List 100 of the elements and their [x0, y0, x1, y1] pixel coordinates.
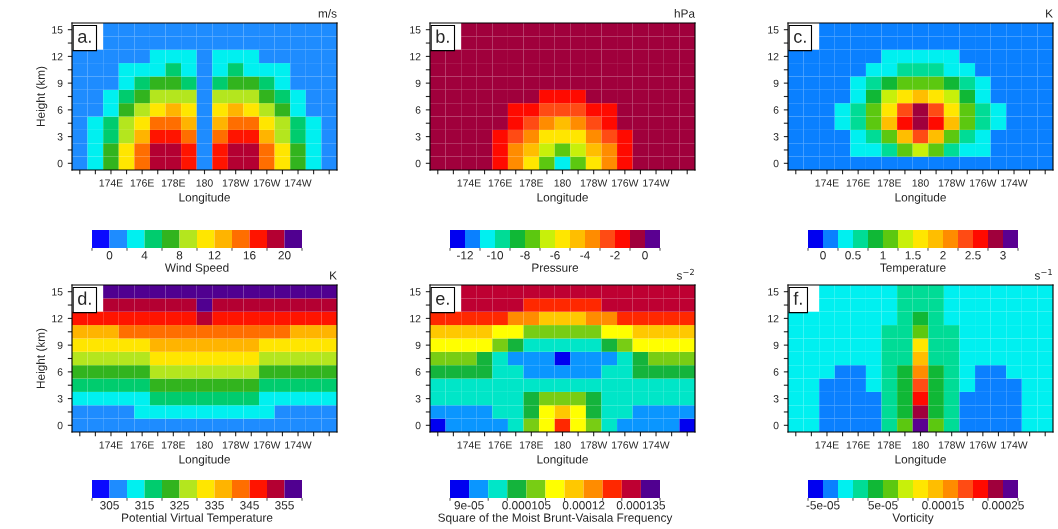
x-tick-label: 180	[196, 441, 213, 449]
color-bar-label: 2	[940, 251, 946, 260]
chart-title: f.	[793, 291, 802, 305]
x-tick-label: 178E	[519, 179, 544, 187]
y-tick-label: 9	[773, 79, 779, 88]
y-tick-label: 6	[415, 368, 421, 376]
chart-title: d.	[78, 291, 91, 305]
y-tick-label: 3	[415, 395, 421, 403]
color-bar-title: Vorticity	[892, 513, 934, 525]
x-axis-title: Longitude	[179, 454, 230, 466]
x-tick-label: 176E	[130, 441, 154, 449]
y-tick-label: 6	[415, 106, 421, 114]
color-bar-label: 0.000105	[502, 501, 551, 510]
color-bar-label: 315	[135, 501, 154, 510]
x-tick-label: 180	[196, 179, 213, 187]
y-tick-label: 15	[768, 288, 779, 296]
y-tick-label: 6	[773, 106, 779, 114]
color-bar-label: -2	[610, 251, 620, 260]
color-bar-label: 305	[100, 501, 119, 510]
x-tick-label: 174W	[643, 441, 670, 449]
chart-title: a.	[78, 32, 91, 43]
x-tick-label: 178E	[161, 441, 186, 449]
color-bar-label: -5e-05	[806, 501, 840, 510]
color-bar-title: Potential Virtual Temperature	[122, 513, 273, 525]
color-bar-title: Temperature	[880, 263, 946, 275]
x-tick-label: 178W	[222, 179, 250, 187]
x-tick-label: 180	[554, 441, 571, 449]
chart-subtitle: m/s	[318, 9, 337, 18]
color-bar-label: 9e-05	[454, 501, 484, 510]
y-tick-label: 12	[410, 52, 421, 61]
x-tick-label: 178W	[222, 441, 250, 449]
color-bar-label: 1.5	[905, 251, 921, 260]
x-tick-label: 174W	[285, 179, 312, 187]
color-bar-label: 8	[176, 251, 183, 260]
chart-subtitle: hPa	[674, 9, 695, 18]
x-tick-label: 178E	[519, 441, 544, 449]
color-bar-label: 20	[278, 251, 291, 260]
x-tick-label: 176E	[846, 441, 870, 449]
y-tick-label: 3	[415, 133, 421, 141]
y-tick-label: 15	[768, 26, 779, 34]
y-tick-label: 9	[57, 341, 63, 350]
color-bar-title: Pressure	[532, 263, 579, 272]
color-bar-label: 1	[880, 251, 886, 260]
chart-title: c.	[794, 32, 806, 43]
x-axis-title: Longitude	[537, 192, 588, 204]
y-tick-label: 15	[52, 26, 63, 34]
color-bar-label: 0	[642, 251, 648, 260]
x-tick-label: 178W	[580, 179, 608, 187]
chart-subtitle: K	[330, 271, 337, 280]
x-tick-label: 176W	[254, 441, 281, 449]
chart-subtitle: K	[1046, 9, 1053, 18]
y-tick-label: 9	[773, 341, 779, 350]
x-tick-label: 174W	[643, 179, 670, 187]
x-axis-title: Longitude	[179, 192, 230, 204]
x-tick-label: 176W	[254, 179, 281, 187]
y-tick-label: 15	[410, 288, 421, 296]
y-tick-label: 3	[773, 133, 779, 141]
color-bar-label: 12	[208, 251, 221, 260]
color-bar-label: 335	[205, 501, 224, 510]
chart-title: e.	[436, 294, 449, 305]
color-bar-title: Square of the Moist Brunt-Vaisala Frequency	[438, 513, 673, 525]
x-axis-title: Longitude	[895, 454, 946, 466]
color-bar-label: 16	[243, 251, 256, 260]
y-tick-label: 0	[773, 421, 779, 430]
color-bar-label: 0	[106, 251, 113, 260]
x-axis-title: Longitude	[537, 454, 588, 466]
chart-title: b.	[436, 29, 449, 43]
color-bar-label: 0.00025	[982, 501, 1024, 510]
x-tick-label: 174E	[99, 441, 123, 449]
y-tick-label: 0	[773, 159, 779, 168]
y-tick-label: 3	[57, 133, 63, 141]
y-axis-title: Height (km)	[36, 66, 48, 127]
y-tick-label: 15	[410, 26, 421, 34]
y-tick-label: 9	[57, 79, 63, 88]
x-tick-label: 176W	[612, 441, 639, 449]
x-tick-label: 174E	[457, 179, 481, 187]
color-bar-label: 325	[170, 501, 189, 510]
y-tick-label: 0	[57, 421, 63, 430]
x-tick-label: 178E	[877, 179, 902, 187]
x-axis-title: Longitude	[895, 192, 946, 204]
x-tick-label: 180	[912, 441, 929, 449]
x-tick-label: 178W	[580, 441, 608, 449]
x-tick-label: 176W	[612, 179, 639, 187]
color-bar-label: 0	[820, 251, 826, 260]
color-bar-label: -6	[550, 251, 560, 260]
x-tick-label: 176E	[488, 441, 512, 449]
color-bar-label: -10	[486, 251, 504, 260]
x-tick-label: 174W	[1001, 179, 1028, 187]
x-tick-label: 174E	[457, 441, 481, 449]
x-tick-label: 180	[912, 179, 929, 187]
y-tick-label: 12	[768, 52, 779, 61]
y-tick-label: 0	[415, 159, 421, 168]
y-tick-label: 3	[773, 395, 779, 403]
color-bar-label: -8	[520, 251, 530, 260]
y-tick-label: 0	[415, 421, 421, 430]
y-axis-title: Height (km)	[36, 328, 48, 389]
y-tick-label: 9	[415, 341, 421, 350]
color-bar-title: Wind Speed	[164, 263, 229, 275]
y-tick-label: 3	[57, 395, 63, 403]
y-tick-label: 9	[415, 79, 421, 88]
